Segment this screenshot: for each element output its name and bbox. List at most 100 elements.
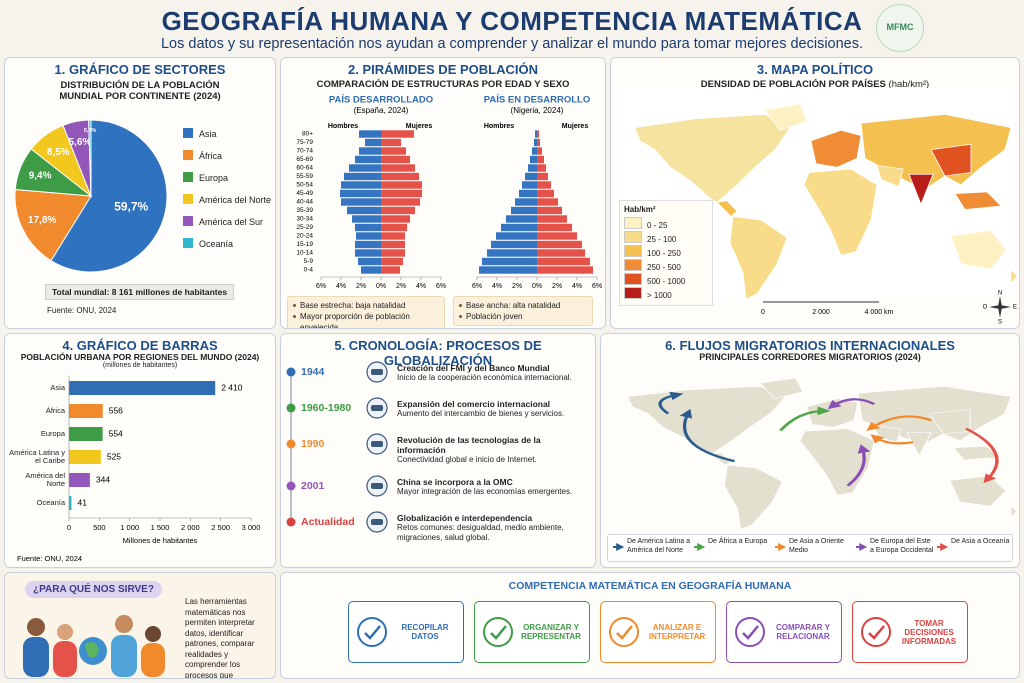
land — [949, 475, 1007, 507]
legend-item: De América Latina a América del Norte — [612, 538, 692, 555]
age-label: 15-19 — [296, 241, 313, 248]
pyramid-bar — [537, 172, 548, 181]
pie-chart: 59,7% 17,8% 9,4% 8,5%5,6% 0,5% — [14, 119, 168, 273]
bar-value: 554 — [109, 428, 123, 438]
timeline-dot — [286, 517, 296, 527]
skill-label: ANALIZAR E INTERPRETAR — [648, 623, 706, 641]
pyramid-bar — [537, 155, 544, 164]
pyramid-bar — [361, 266, 381, 274]
land — [723, 464, 783, 530]
source: Fuente: ONU, 2024 — [47, 306, 117, 315]
pyramid-bar — [537, 232, 577, 240]
timeline-panel: 5. CRONOLOGÍA: PROCESOS DE GLOBALIZACIÓN… — [280, 333, 596, 568]
panel-title: 6. FLUJOS MIGRATORIOS INTERNACIONALES — [665, 338, 955, 353]
x-tick-label: 6% — [472, 283, 482, 290]
x-tick-label: 6% — [436, 283, 446, 290]
age-label: 40-44 — [296, 199, 313, 206]
skill-icon-glyph — [490, 625, 507, 640]
legend-item: Asia — [183, 128, 217, 139]
legend-swatch — [624, 245, 642, 257]
bar-value: 556 — [109, 405, 123, 415]
legend-item: De Asia a Oceanía — [936, 538, 1016, 551]
pyramid-bar — [534, 138, 537, 147]
pyramid-bar — [537, 223, 572, 232]
header: GEOGRAFÍA HUMANA Y COMPETENCIA MATEMÁTIC… — [0, 0, 1024, 56]
map-title-text: DENSIDAD DE POBLACIÓN POR PAÍSES — [700, 79, 886, 90]
pyramid-bar — [356, 232, 381, 240]
migration-map — [626, 377, 1018, 530]
event-title: Creación del FMI y del Banco Mundial — [397, 363, 550, 373]
chart-title: POBLACIÓN URBANA POR REGIONES DEL MUNDO … — [20, 352, 260, 362]
land — [729, 216, 788, 300]
pyramid-bar — [537, 189, 554, 198]
person-head — [57, 624, 73, 640]
legend-arrow — [856, 543, 868, 551]
source: Fuente: ONU, 2024 — [17, 554, 82, 563]
legend-item: 250 - 500 — [624, 259, 708, 273]
skill-card: TOMAR DECISIONES INFORMADAS — [852, 601, 968, 663]
x-tick-label: 4% — [572, 283, 582, 290]
scale-label: 4 000 km — [865, 309, 894, 316]
pyramid-bar — [381, 223, 407, 232]
event-title: Globalización e interdependencia — [397, 513, 533, 523]
x-tick-label: 0 — [67, 523, 71, 532]
x-tick-label: 2 500 — [211, 523, 230, 532]
pyramid-bar — [537, 206, 562, 215]
legend-item: 0 - 25 — [624, 217, 708, 231]
skill-card: ORGANIZAR Y REPRESENTAR — [474, 601, 590, 663]
timeline-dot — [286, 403, 296, 413]
legend-swatch — [183, 172, 193, 182]
pyramid-bar — [344, 172, 381, 181]
migration-arrow — [866, 415, 933, 431]
people-illustration — [23, 615, 165, 677]
x-tick-label: 4% — [416, 283, 426, 290]
bar-value: 344 — [96, 474, 110, 484]
event-desc: Retos comunes: desigualdad, medio ambien… — [397, 523, 564, 542]
skill-icon — [609, 617, 639, 647]
bar — [69, 381, 216, 395]
age-label: 25-29 — [296, 224, 313, 231]
age-label: 60-64 — [296, 165, 313, 172]
legend-label: De América Latina a América del Norte — [627, 538, 691, 554]
bar — [69, 427, 103, 441]
pyramid-bar — [381, 257, 403, 266]
legend-item: Europa — [183, 172, 228, 183]
pyramid-bar — [537, 240, 582, 249]
land-group — [634, 103, 1018, 300]
skill-label: RECOPILAR DATOS — [401, 623, 449, 641]
event-text: Expansión del comercio internacional Aume… — [397, 399, 589, 419]
skill-icon-ring — [861, 617, 891, 647]
note-box: Base estrecha: baja natalidad Mayor propo… — [287, 296, 445, 328]
logo-text: MFMC — [886, 22, 914, 32]
x-tick-label: 2% — [396, 283, 406, 290]
age-label: 70-74 — [296, 148, 313, 155]
x-tick-label: 0% — [376, 283, 386, 290]
pyramid-bar — [487, 249, 537, 257]
series-name: Hombres — [484, 123, 514, 130]
event-desc: Aumento del intercambio de bienes y serv… — [397, 409, 565, 418]
event-text: Globalización e interdependencia Retos co… — [397, 513, 589, 543]
purpose-panel: ¿PARA QUÉ NOS SIRVE? Las herramientas ma… — [4, 572, 276, 679]
y-tick-label: América del Norte — [25, 471, 65, 488]
bar-value: 2 410 — [221, 382, 243, 392]
pyramid-bar — [381, 215, 410, 223]
series-name: Mujeres — [406, 123, 433, 130]
migration-arrow — [779, 406, 831, 432]
slice-label: 5,6% — [69, 137, 92, 148]
slice-label: 17,8% — [28, 215, 56, 226]
event-desc: Inicio de la cooperación económica inter… — [397, 373, 572, 382]
skill-card: RECOPILAR DATOS — [348, 601, 464, 663]
pyramid-bar — [381, 181, 422, 189]
timeline-dot — [286, 481, 296, 491]
pyramid-bar — [537, 130, 539, 138]
land — [1010, 268, 1018, 285]
age-label: 20-24 — [296, 233, 313, 240]
land — [764, 103, 808, 131]
legend-label: 0 - 25 — [647, 221, 668, 230]
pyramid-bar — [381, 206, 415, 215]
migration-legend: De América Latina a América del Norte De … — [607, 534, 1013, 562]
chart-title: PRINCIPALES CORREDORES MIGRATORIOS (2024… — [699, 352, 921, 362]
scale-bar: 0 2 000 4 000 km — [761, 301, 894, 316]
legend-item: Oceanía — [183, 238, 233, 249]
map-title: DENSIDAD DE POBLACIÓN POR PAÍSES (hab/km… — [611, 79, 1019, 90]
